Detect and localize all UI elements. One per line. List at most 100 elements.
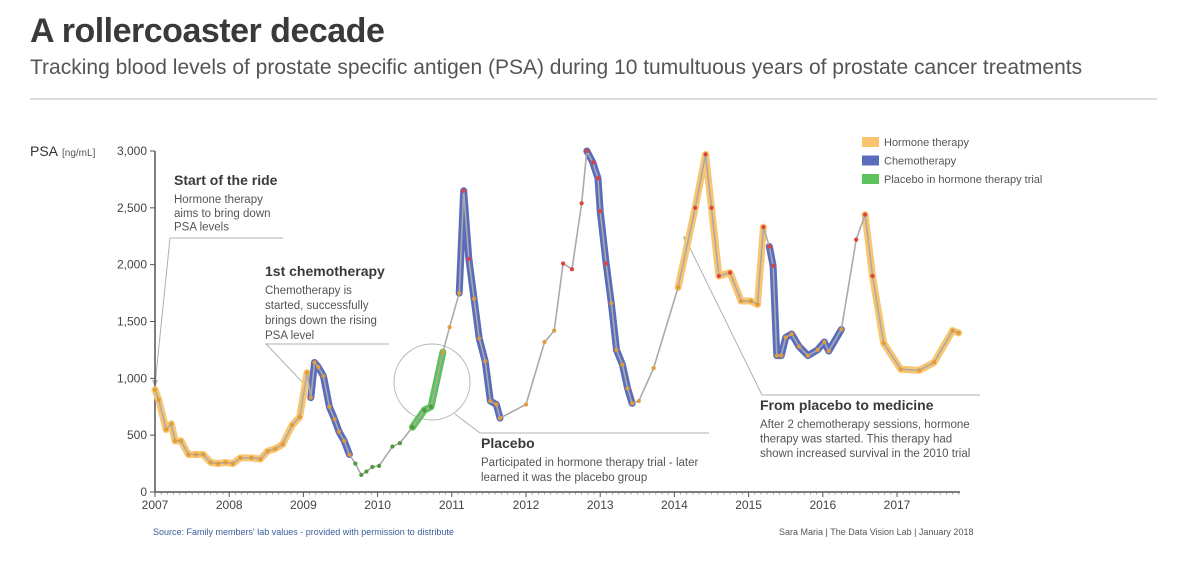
data-point (169, 421, 174, 426)
annotation-leader (685, 239, 980, 396)
data-point (676, 285, 681, 290)
data-point (870, 273, 875, 279)
y-axis-unit: [ng/mL] (62, 148, 96, 159)
data-point (703, 152, 708, 157)
annotation-text: brings down the rising (265, 315, 377, 327)
x-tick-label: 2013 (587, 498, 614, 512)
data-point (230, 461, 236, 466)
data-point (727, 270, 733, 275)
data-point (152, 387, 158, 392)
y-tick-label: 0 (140, 485, 147, 499)
legend-label: Placebo in hormone therapy trial (884, 174, 1042, 186)
annotation-leader (454, 413, 709, 434)
data-point (347, 452, 352, 457)
data-point (410, 425, 415, 430)
data-point (265, 448, 270, 454)
data-point (370, 464, 375, 470)
data-point (186, 452, 191, 457)
data-point (477, 336, 482, 341)
data-point (364, 469, 369, 474)
data-point (359, 472, 364, 478)
y-tick-label: 2,000 (117, 258, 147, 272)
chemo-band (765, 242, 845, 360)
data-point (604, 261, 609, 266)
data-point (273, 446, 278, 451)
data-point (238, 455, 243, 460)
data-point (796, 344, 802, 349)
data-point (308, 395, 313, 400)
annotation-text: Hormone therapy (174, 194, 263, 206)
annotation-text: PSA level (265, 330, 314, 342)
data-point (779, 353, 784, 358)
data-point (595, 176, 601, 181)
x-tick-label: 2008 (216, 498, 243, 512)
data-point (590, 160, 595, 165)
data-point (428, 404, 434, 409)
data-point (783, 335, 788, 340)
data-point (584, 148, 589, 154)
x-tick-label: 2007 (142, 498, 169, 512)
data-point (770, 263, 776, 268)
data-point (353, 461, 358, 466)
annotation-text: Participated in hormone therapy trial - … (481, 457, 698, 469)
data-point (805, 353, 811, 358)
data-point (376, 463, 382, 468)
data-point (497, 416, 503, 421)
data-point (466, 256, 471, 262)
data-point (316, 364, 321, 370)
data-point (881, 340, 886, 346)
data-point (767, 244, 772, 249)
data-point (208, 460, 213, 465)
data-point (569, 267, 575, 272)
y-tick-label: 500 (127, 428, 147, 442)
hormone-band (151, 369, 311, 468)
data-point (748, 298, 753, 304)
annotation-text: After 2 chemotherapy sessions, hormone (760, 419, 970, 431)
data-point (862, 212, 868, 217)
data-point (826, 348, 831, 354)
annotation-text: therapy was started. This therapy had (760, 434, 952, 446)
data-point (609, 301, 614, 306)
data-point (839, 327, 844, 332)
y-tick-label: 1,500 (117, 315, 147, 329)
data-point (854, 237, 859, 242)
chemo-band (455, 187, 504, 422)
data-point (614, 347, 619, 353)
data-point (630, 401, 635, 406)
data-point (932, 360, 937, 365)
data-point (716, 273, 722, 279)
title-divider (30, 98, 1157, 100)
annotation-title: Placebo (481, 435, 535, 451)
data-point (789, 331, 794, 337)
data-point (342, 438, 347, 443)
annotation-text: learned it was the placebo group (481, 472, 647, 484)
y-tick-label: 1,000 (117, 371, 147, 385)
data-point (950, 328, 955, 333)
placebo-band (408, 348, 447, 431)
data-point (280, 442, 285, 447)
data-point (447, 325, 452, 330)
data-point (636, 398, 641, 404)
data-point (561, 261, 566, 266)
legend-label: Chemotherapy (884, 156, 957, 168)
data-point (552, 328, 557, 333)
annotation-text: aims to bring down (174, 208, 271, 220)
chart-title: A rollercoaster decade (30, 12, 385, 50)
data-point (917, 368, 922, 373)
data-point (457, 290, 462, 296)
data-point (761, 225, 766, 230)
x-tick-label: 2015 (735, 498, 762, 512)
data-point (397, 441, 402, 446)
annotation-text: Chemotherapy is (265, 285, 352, 297)
data-point (956, 330, 961, 335)
data-point (215, 461, 221, 466)
data-point (312, 360, 317, 365)
data-point (471, 296, 477, 301)
x-tick-label: 2009 (290, 498, 317, 512)
data-point (651, 366, 656, 371)
annotation-title: 1st chemotherapy (265, 263, 385, 279)
data-point (327, 404, 332, 409)
data-point (739, 298, 744, 304)
credit-note: Sara Maria | The Data Vision Lab | Janua… (779, 527, 974, 537)
y-axis-label: PSA (30, 143, 59, 159)
